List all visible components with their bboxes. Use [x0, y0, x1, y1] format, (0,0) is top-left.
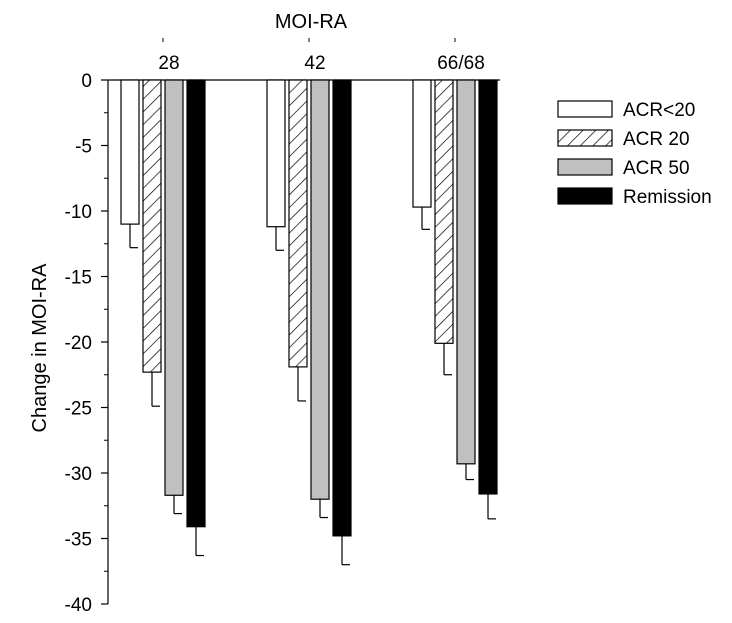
- y-tick-label: -15: [65, 268, 92, 289]
- category-label: 42: [304, 53, 325, 74]
- legend-swatch: [557, 129, 613, 147]
- y-tick-label: -20: [65, 333, 92, 354]
- bar: [412, 79, 432, 208]
- bar: [288, 79, 308, 368]
- y-tick-label: -30: [65, 464, 92, 485]
- y-tick-label: -25: [65, 399, 92, 420]
- legend-label: ACR<20: [623, 100, 695, 121]
- bar: [120, 79, 140, 225]
- y-tick-label: -35: [65, 530, 92, 551]
- legend: ACR<20 ACR 20 ACR 50 Remission: [557, 100, 712, 208]
- legend-label: ACR 50: [623, 158, 690, 179]
- bar: [142, 79, 162, 373]
- chart-title: MOI-RA: [275, 11, 348, 33]
- legend-label: ACR 20: [623, 129, 690, 150]
- y-tick-label: -40: [65, 595, 92, 616]
- legend-swatch: [557, 187, 613, 205]
- y-tick-label: 0: [81, 71, 92, 92]
- y-tick-label: -10: [65, 202, 92, 223]
- y-axis-label: Change in MOI-RA: [29, 263, 51, 433]
- category-label: 66/68: [437, 53, 485, 74]
- category-label: 28: [158, 53, 179, 74]
- legend-label: Remission: [623, 187, 712, 208]
- bar: [310, 79, 330, 500]
- bar: [434, 79, 454, 344]
- axes: 0 -5 -10 -15 -20 -25 -30 -35 -40 28 42 66/68: [65, 38, 500, 616]
- bar: [332, 79, 352, 537]
- y-tick-label: -5: [75, 137, 92, 158]
- bar: [266, 79, 286, 228]
- bars: [120, 79, 498, 566]
- bar: [186, 79, 206, 528]
- legend-swatch: [557, 100, 613, 118]
- bar: [164, 79, 184, 496]
- legend-swatch: [557, 158, 613, 176]
- bar: [456, 79, 476, 465]
- bar: [478, 79, 498, 495]
